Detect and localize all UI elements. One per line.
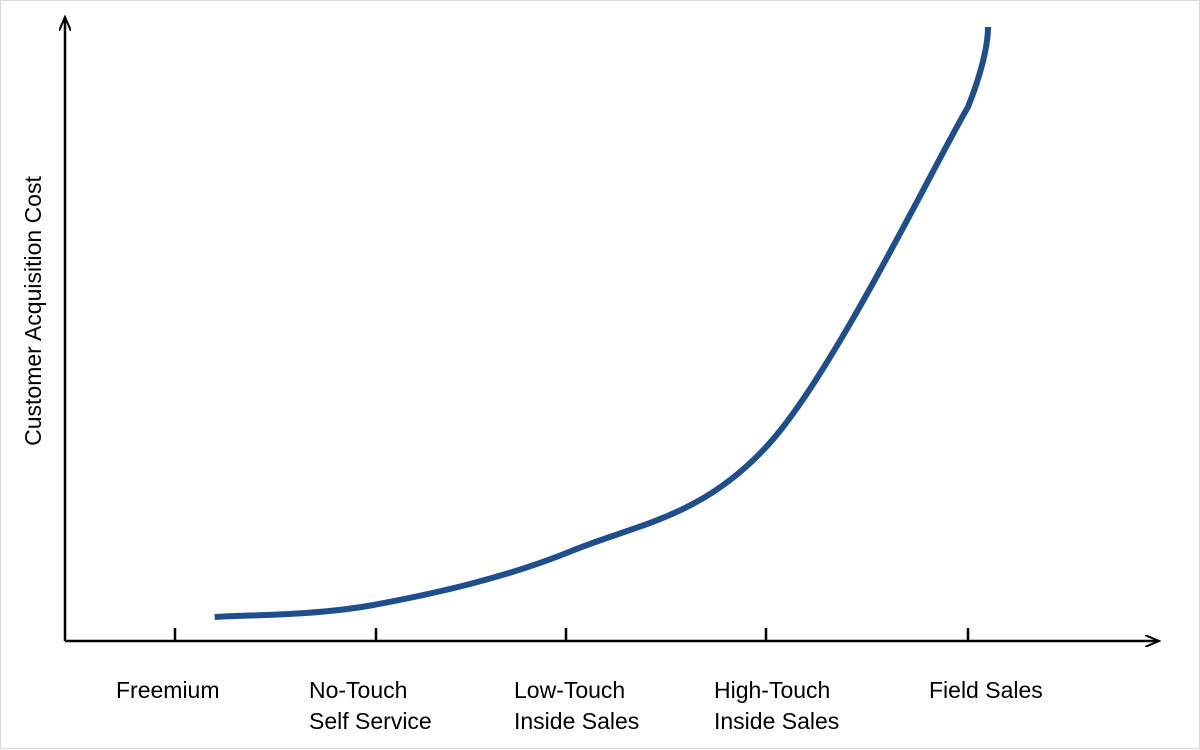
category-label: No-Touch Self Service <box>309 677 432 734</box>
category-label-line: High-Touch <box>714 677 830 703</box>
category-label-line: Inside Sales <box>714 708 839 734</box>
category-label: Field Sales <box>929 677 1043 703</box>
category-label-line: Freemium <box>116 677 220 703</box>
x-ticks <box>173 628 970 641</box>
category-label-line: Low-Touch <box>514 677 625 703</box>
category-label-line: Self Service <box>309 708 432 734</box>
series-line <box>214 26 991 620</box>
category-label-line: Inside Sales <box>514 708 639 734</box>
y-axis-label: Customer Acquisition Cost <box>20 176 46 446</box>
category-label-line: Field Sales <box>929 677 1043 703</box>
category-label-line: No-Touch <box>309 677 407 703</box>
category-label: Low-Touch Inside Sales <box>514 677 639 734</box>
category-label: Freemium <box>116 677 220 703</box>
category-label: High-Touch Inside Sales <box>714 677 839 734</box>
category-labels: Freemium No-Touch Self Service Low-Touch Ins… <box>116 677 1043 734</box>
